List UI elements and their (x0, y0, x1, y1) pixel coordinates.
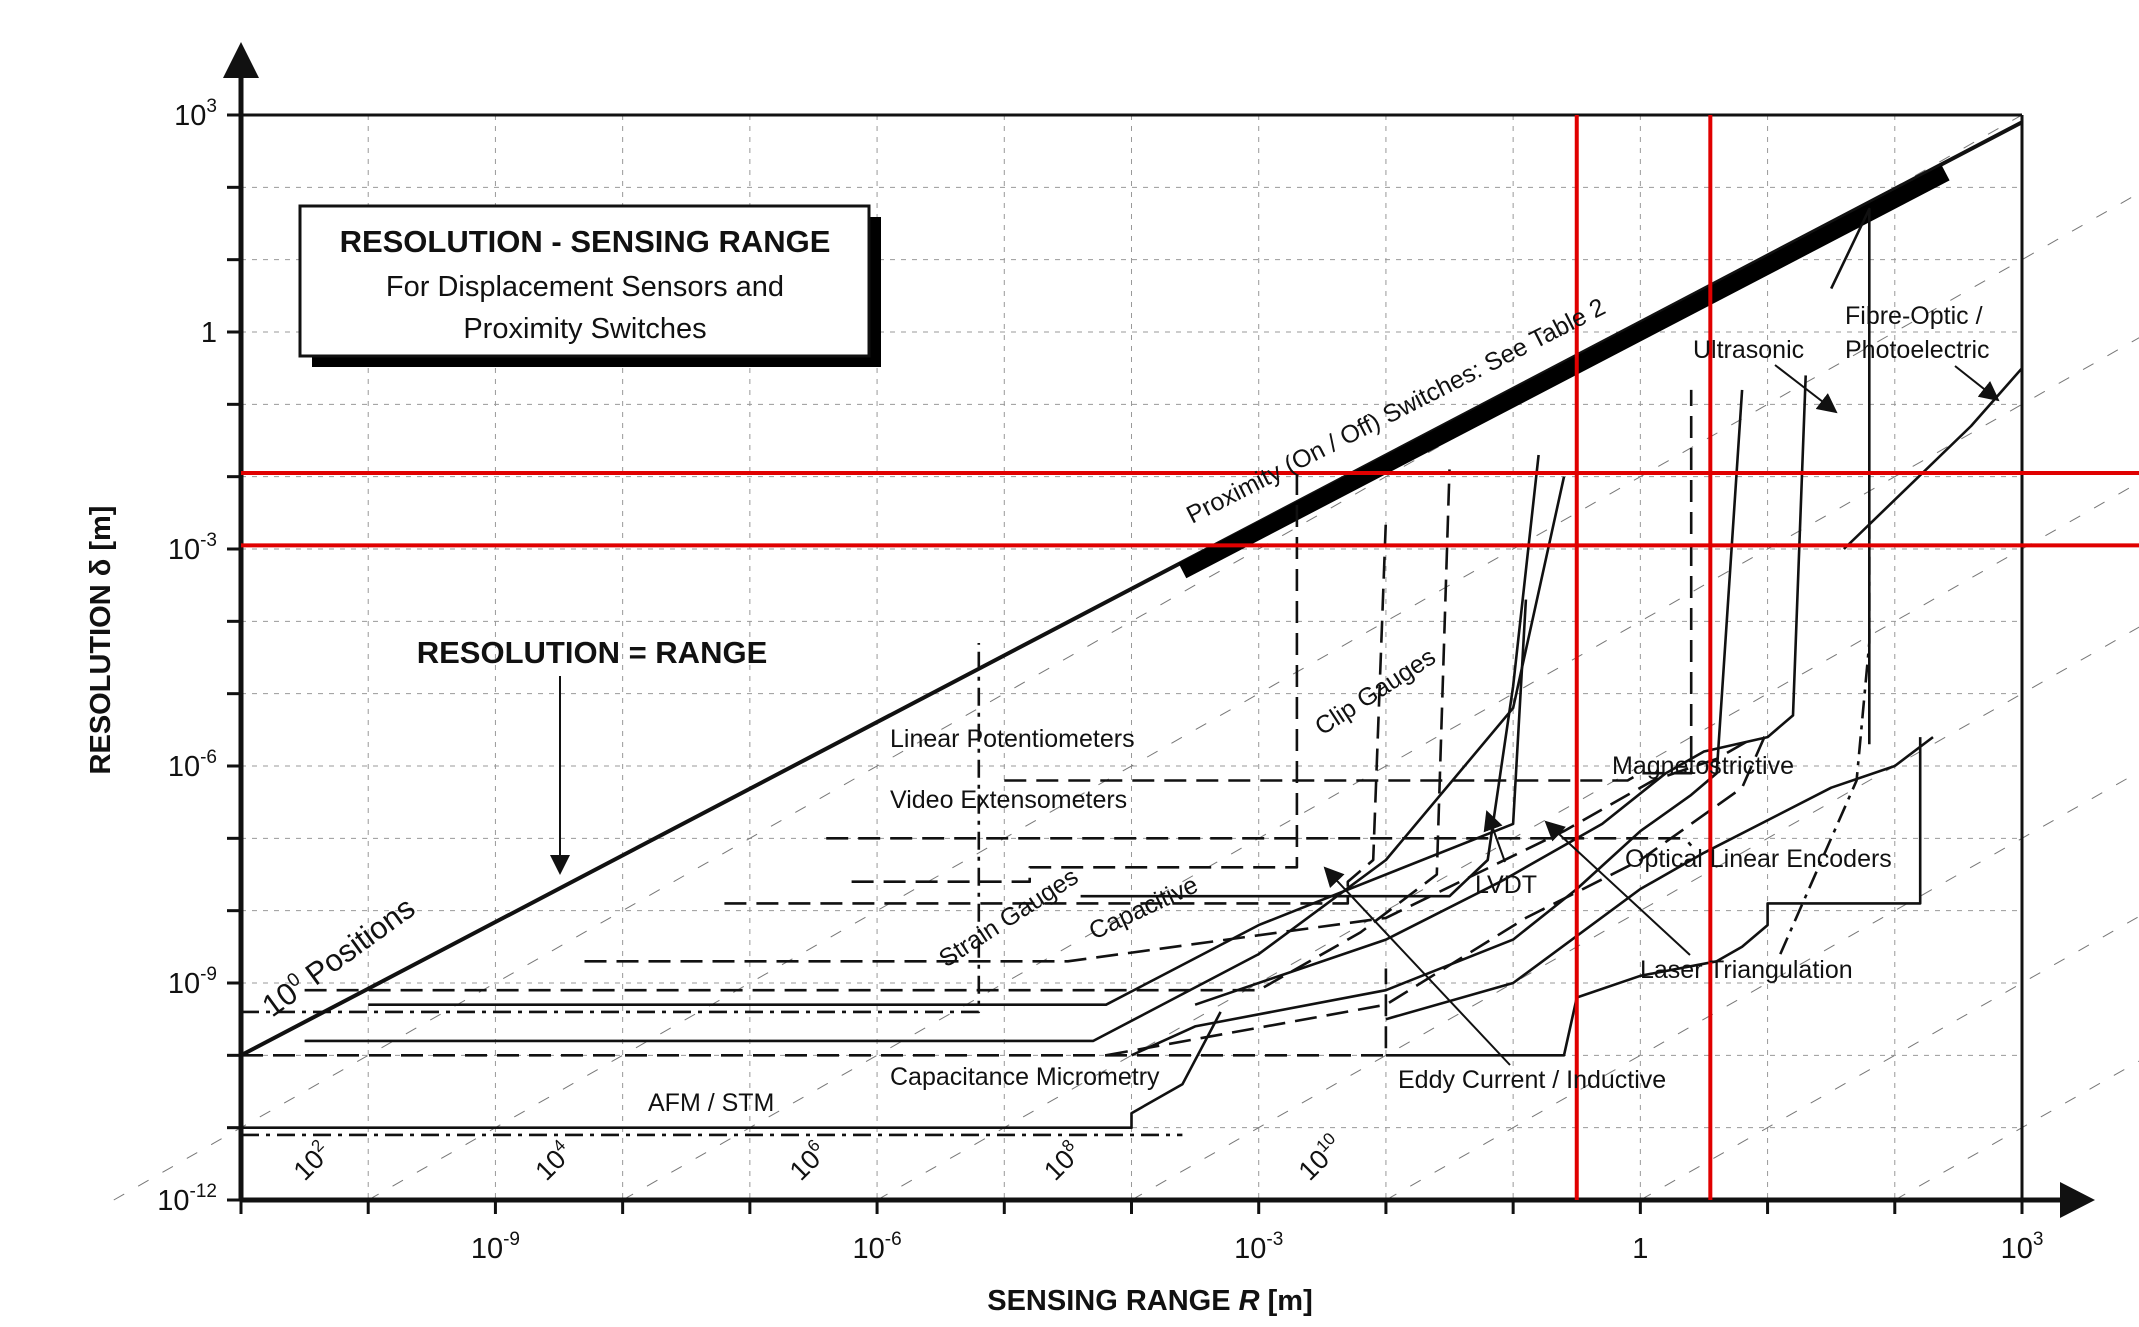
linear-potentiometers-label: Linear Potentiometers (890, 725, 1135, 753)
resolution-equals-range-label: RESOLUTION = RANGE (417, 635, 768, 670)
positions-diagonal-line (1385, 771, 2139, 1201)
curve-afm (241, 1011, 1222, 1129)
positions-diagonal-label: 108 (1037, 1136, 1088, 1187)
curve-fibre (1842, 122, 2024, 550)
positions-diagonal-line (1131, 626, 2139, 1201)
curve-ultrasonic (1830, 207, 1871, 745)
chart-title: RESOLUTION - SENSING RANGE (340, 224, 831, 259)
x-tick-label: 10-9 (471, 1229, 520, 1265)
positions-diagonal-label: 102 (286, 1136, 337, 1187)
capacitance-micrometry-label: Capacitance Micrometry (890, 1063, 1160, 1091)
curve-strain (368, 599, 1528, 1006)
axis-ticks: 10-9 10-6 10-3 1 103 103 1 10-3 10-6 10-9 10-12 (157, 96, 2043, 1265)
fibre-optic-arrow (1954, 365, 2000, 402)
title-box-frame (298, 204, 871, 358)
positions-diagonal-line (1640, 915, 2139, 1201)
ultrasonic-label: Ultrasonic (1693, 336, 1804, 364)
chart-subtitle-line2: Proximity Switches (463, 313, 706, 345)
positions-diagonal-line (367, 192, 2139, 1201)
x-axis-arrowhead (2060, 1182, 2095, 1218)
resolution-range-line (240, 120, 2023, 1058)
y-axis-title: RESOLUTION δ [m] (85, 506, 117, 775)
curve-capacitive (304, 476, 1566, 1043)
positions-diagonal-line (1894, 1060, 2139, 1201)
fibre-optic-label-line1: Fibre-Optic / (1845, 302, 1983, 330)
magnetostrictive-label: Magnetostrictive (1612, 752, 1794, 780)
y-tick-label: 10-6 (168, 747, 217, 783)
clip-gauges-label: Clip Gauges (1310, 643, 1441, 741)
laser-triangulation-arrow (1544, 820, 1691, 956)
video-extensometers-label: Video Extensometers (890, 786, 1127, 814)
afm-stm-label: AFM / STM (648, 1089, 774, 1117)
y-tick-label: 1 (201, 317, 217, 349)
annotation-arrows (550, 364, 2000, 1066)
curve-clip_range (1080, 454, 1540, 898)
x-tick-label: 1 (1632, 1233, 1648, 1265)
red-reference-lines (241, 115, 2139, 1200)
capacitive-label: Capacitive (1085, 871, 1203, 946)
strain-gauges-label: Strain Gauges (934, 863, 1083, 974)
proximity-switch-band (1178, 165, 1950, 579)
x-tick-label: 103 (2001, 1229, 2044, 1265)
curve-video_range (724, 520, 1388, 905)
curve-cap_micro (241, 968, 1388, 1057)
curve-clip_dashed (304, 469, 1451, 992)
y-tick-label: 103 (174, 96, 217, 132)
chart-subtitle-line1: For Displacement Sensors and (386, 271, 784, 303)
laser-triangulation-label: Laser Triangulation (1640, 956, 1853, 984)
lvdt-arrow (1483, 810, 1506, 863)
y-tick-label: 10-12 (157, 1181, 217, 1217)
plot-frame (223, 42, 2095, 1218)
curve-laser_tri (1105, 729, 1769, 1057)
fibre-optic-label-line2: Photoelectric (1845, 336, 1990, 364)
positions-diagonal-label: 1010 (1291, 1129, 1348, 1186)
curve-cap_micro_left (241, 643, 981, 1014)
optical-linear-encoders-label: Optical Linear Encoders (1625, 845, 1892, 873)
eddy-current-arrow (1323, 866, 1511, 1066)
curve-eddy_right (1779, 520, 1871, 955)
curve-eddy (1194, 375, 1807, 1006)
curve-linear_pot (826, 837, 1693, 847)
lvdt-label: LVDT (1475, 871, 1537, 899)
curve-linear_pot_top (1004, 389, 1693, 782)
positions-diagonal-label: 106 (782, 1136, 833, 1187)
curve-linear_pot_2 (584, 735, 1756, 963)
title-box: RESOLUTION - SENSING RANGE For Displacem… (298, 204, 881, 367)
y-axis-arrowhead (223, 42, 259, 78)
positions-diagonal-line (876, 481, 2139, 1201)
x-tick-label: 10-6 (852, 1229, 901, 1265)
eddy-current-label: Eddy Current / Inductive (1398, 1066, 1666, 1094)
ultrasonic-arrow (1774, 364, 1838, 414)
positions-diagonal-label: 104 (528, 1136, 579, 1187)
curve-optical_linear (1385, 737, 1922, 1057)
x-axis-title: SENSING RANGE R [m] (987, 1285, 1313, 1317)
y-tick-label: 10-3 (168, 530, 217, 566)
curve-video_ext (851, 469, 1299, 883)
x-tick-label: 10-3 (1234, 1229, 1283, 1265)
proximity-switches-label: Proximity (On / Off) Switches: See Table… (1182, 293, 1610, 529)
curve-magnetostrictive (1385, 736, 1934, 1021)
y-tick-label: 10-9 (168, 964, 217, 1000)
